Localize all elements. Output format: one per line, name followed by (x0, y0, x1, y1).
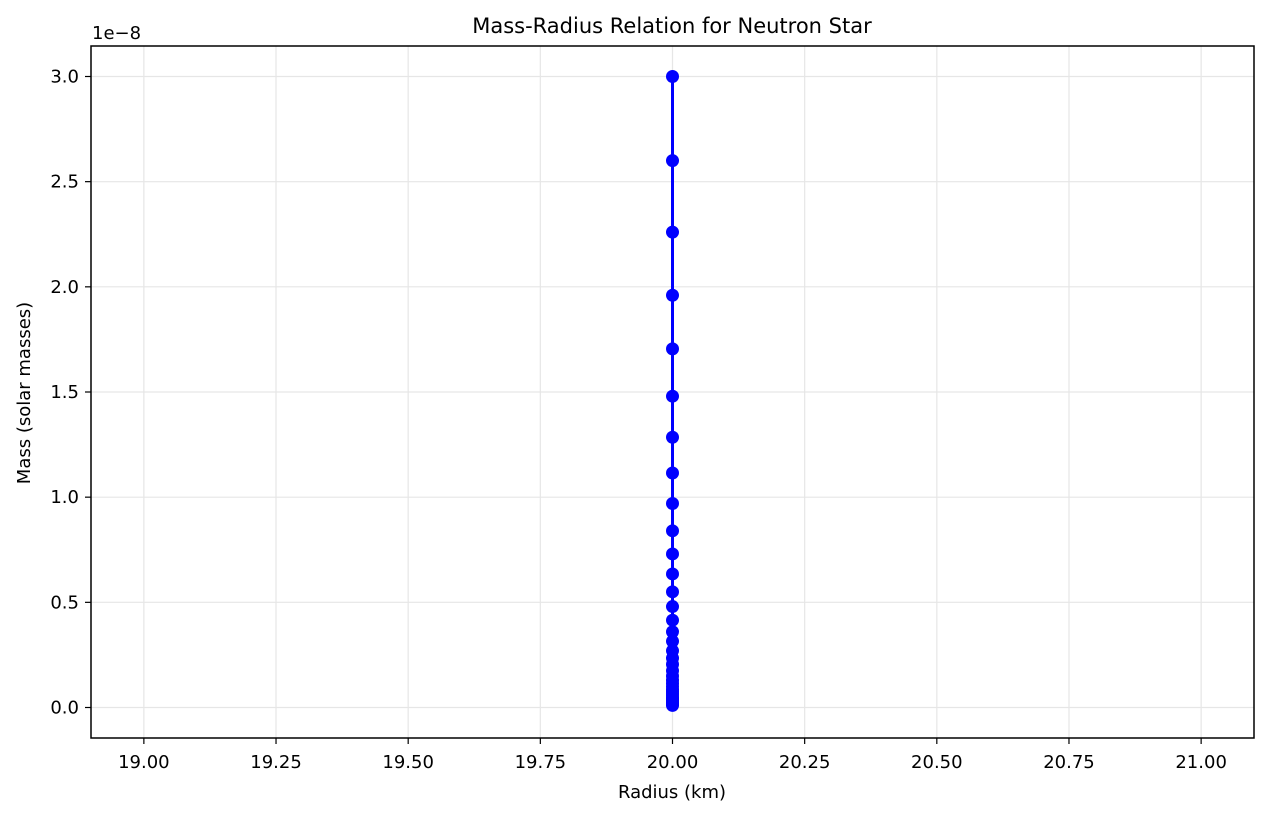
y-tick-label: 1.0 (50, 487, 79, 508)
y-tick-label: 2.5 (50, 172, 79, 193)
x-tick-label: 20.75 (1043, 752, 1095, 773)
data-point (666, 389, 679, 403)
data-point (666, 288, 679, 302)
x-tick-label: 20.50 (911, 752, 963, 773)
data-point (666, 698, 679, 712)
data-point (666, 634, 679, 648)
data-point (666, 613, 679, 627)
data-point (666, 69, 679, 83)
data-point (666, 524, 679, 538)
data-point (666, 342, 679, 356)
data-point (666, 225, 679, 239)
y-tick-label: 1.5 (50, 382, 79, 403)
y-axis-label: Mass (solar masses) (14, 302, 35, 484)
data-point (666, 567, 679, 581)
data-point (666, 496, 679, 510)
data-point (666, 430, 679, 444)
x-tick-label: 20.25 (779, 752, 831, 773)
chart-title: Mass-Radius Relation for Neutron Star (472, 14, 872, 38)
x-tick-label: 20.00 (647, 752, 699, 773)
x-tick-label: 21.00 (1175, 752, 1227, 773)
y-offset-label: 1e−8 (92, 23, 141, 44)
y-tick-label: 3.0 (50, 66, 79, 87)
data-point (666, 585, 679, 599)
series-layer (666, 69, 679, 712)
data-point (666, 625, 679, 639)
y-axis: 0.0 0.5 1.0 1.5 2.0 2.5 3.0 (50, 66, 91, 719)
data-point (666, 466, 679, 480)
y-tick-label: 0.5 (50, 592, 79, 613)
x-tick-label: 19.50 (382, 752, 434, 773)
data-point (666, 600, 679, 614)
x-axis-label: Radius (km) (618, 782, 726, 803)
x-axis: 19.00 19.25 19.50 19.75 20.00 20.25 20.50 20.75… (118, 738, 1227, 773)
x-tick-label: 19.00 (118, 752, 170, 773)
x-tick-label: 19.25 (250, 752, 302, 773)
y-tick-label: 2.0 (50, 277, 79, 298)
y-tick-label: 0.0 (50, 698, 79, 719)
data-point (666, 154, 679, 168)
data-point (666, 547, 679, 561)
x-tick-label: 19.75 (515, 752, 567, 773)
